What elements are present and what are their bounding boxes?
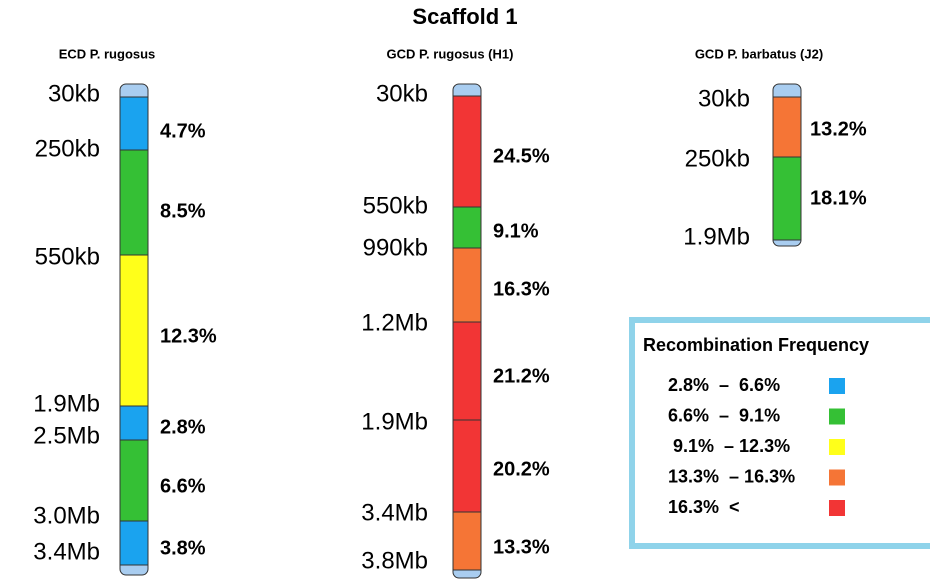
segment <box>772 96 802 158</box>
frequency-label: 21.2% <box>493 365 550 387</box>
position-label: 30kb <box>376 80 428 107</box>
position-label: 3.0Mb <box>33 502 100 529</box>
frequency-label: 16.3% <box>493 278 550 300</box>
position-label: 250kb <box>35 135 100 162</box>
legend-title: Recombination Frequency <box>643 335 869 355</box>
segment <box>452 511 482 571</box>
legend-label: 2.8% – 6.6% <box>668 375 780 395</box>
frequency-label: 3.8% <box>160 537 206 559</box>
segment <box>772 156 802 241</box>
position-label: 30kb <box>48 80 100 107</box>
position-label: 1.9Mb <box>683 223 750 250</box>
frequency-label: 12.3% <box>160 325 217 347</box>
frequency-label: 4.7% <box>160 120 206 142</box>
legend-label: 6.6% – 9.1% <box>668 405 780 425</box>
frequency-label: 20.2% <box>493 458 550 480</box>
position-label: 3.4Mb <box>361 499 428 526</box>
segment <box>452 419 482 513</box>
legend-swatch <box>829 500 845 516</box>
segment <box>119 254 149 407</box>
position-label: 1.9Mb <box>33 390 100 417</box>
legend-label: 13.3% – 16.3% <box>668 466 795 486</box>
frequency-label: 18.1% <box>810 187 867 209</box>
segment <box>119 96 149 151</box>
position-label: 3.8Mb <box>361 547 428 574</box>
title: Scaffold 1 <box>412 4 517 29</box>
legend-swatch <box>829 439 845 455</box>
position-label: 1.2Mb <box>361 309 428 336</box>
legend-label: 9.1% – 12.3% <box>668 436 790 456</box>
position-label: 1.9Mb <box>361 408 428 435</box>
frequency-label: 24.5% <box>493 145 550 167</box>
segment <box>119 439 149 522</box>
segment <box>119 520 149 566</box>
position-label: 30kb <box>698 85 750 112</box>
position-label: 250kb <box>685 145 750 172</box>
position-label: 550kb <box>35 243 100 270</box>
segment <box>119 405 149 441</box>
legend-swatch <box>829 469 845 486</box>
chromosome-title: GCD P. rugosus (H1) <box>387 46 514 61</box>
frequency-label: 2.8% <box>160 416 206 438</box>
legend-label: 16.3% < <box>668 497 740 517</box>
frequency-label: 6.6% <box>160 475 206 497</box>
position-label: 2.5Mb <box>33 422 100 449</box>
frequency-label: 13.3% <box>493 536 550 558</box>
legend-swatch <box>829 378 845 394</box>
segment <box>452 321 482 421</box>
legend-box <box>629 317 930 549</box>
legend-swatch <box>829 408 845 425</box>
chromosome-title: GCD P. barbatus (J2) <box>695 46 823 61</box>
segment <box>452 206 482 249</box>
frequency-label: 13.2% <box>810 118 867 140</box>
segment <box>452 247 482 323</box>
position-label: 3.4Mb <box>33 538 100 565</box>
position-label: 550kb <box>363 192 428 219</box>
position-label: 990kb <box>363 234 428 261</box>
segment <box>452 95 482 208</box>
segment <box>119 149 149 256</box>
frequency-label: 8.5% <box>160 200 206 222</box>
chromosome-title: ECD P. rugosus <box>59 46 156 61</box>
frequency-label: 9.1% <box>493 220 539 242</box>
